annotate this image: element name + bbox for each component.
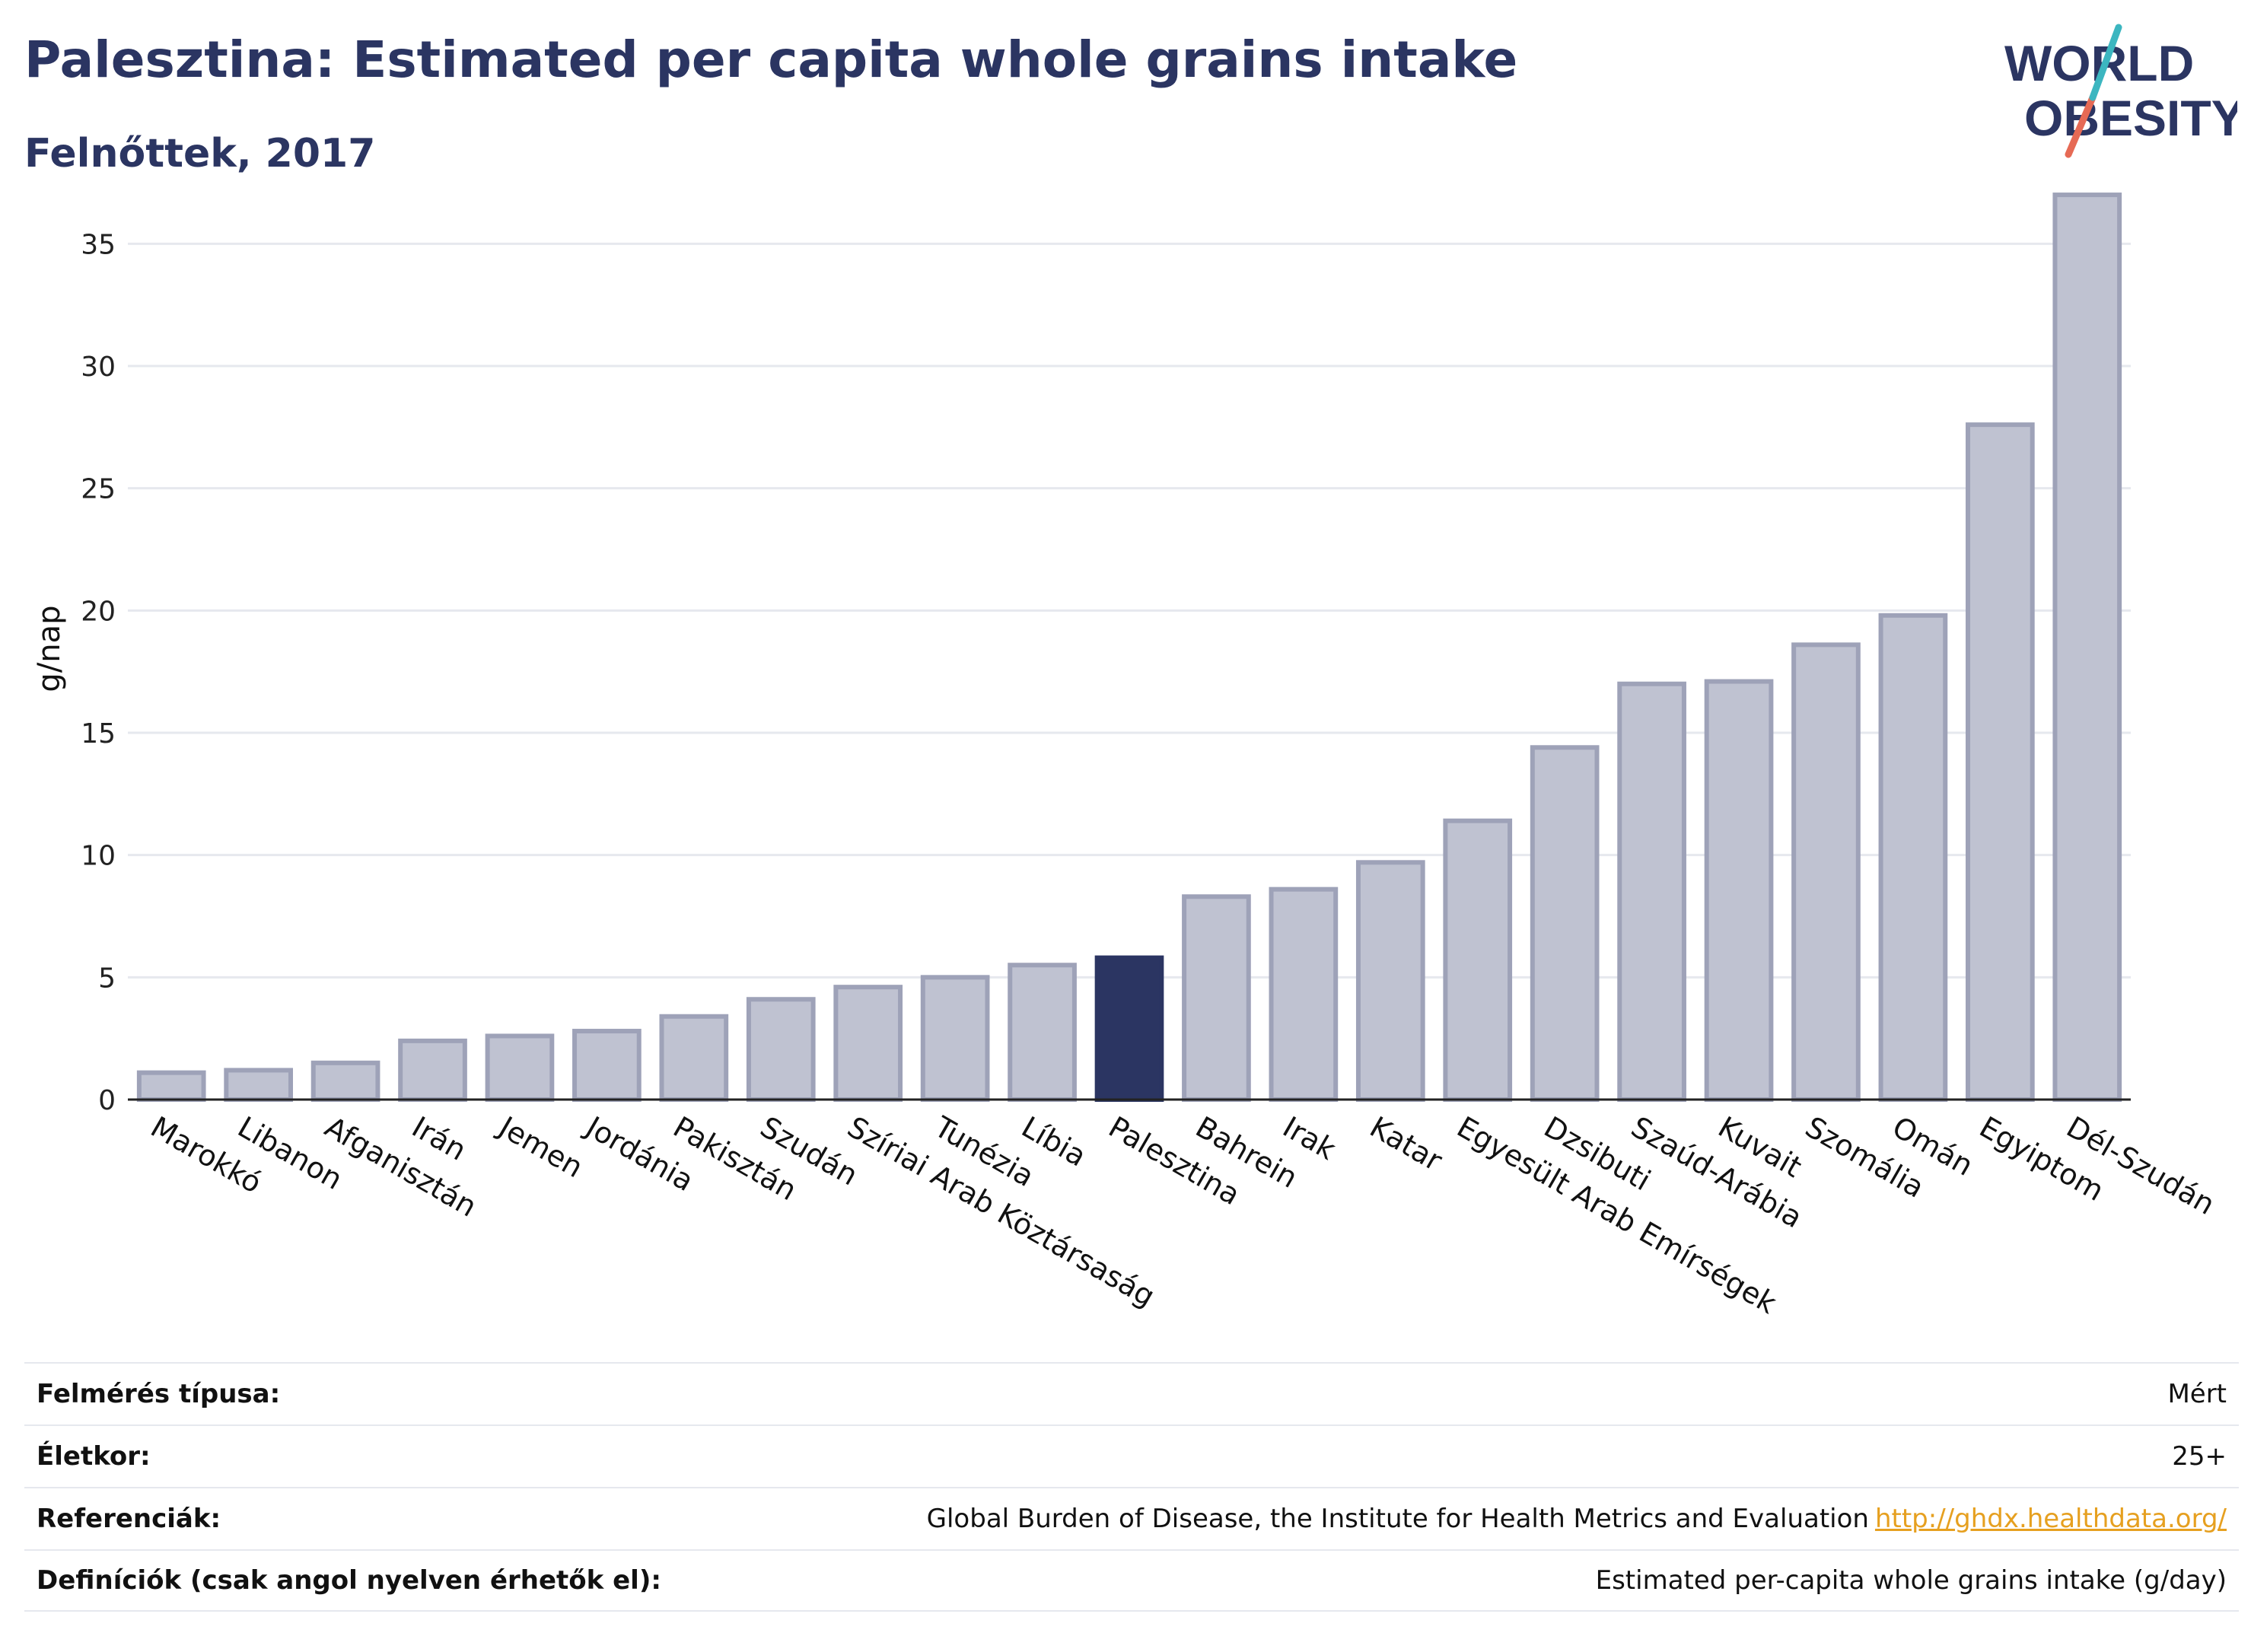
y-tick-label: 25 [81,474,116,505]
bar [1094,955,1164,1103]
bar [920,975,990,1103]
y-tick-label: 35 [81,229,116,260]
y-tick-label: 20 [81,596,116,627]
y-tick-label: 0 [98,1085,116,1116]
logo-graphic: WORLD OBESITY [2004,24,2245,158]
info-label: Referenciák: [37,1504,221,1534]
bar [398,1038,467,1103]
info-value: 25+ [2172,1441,2227,1472]
bar [1704,679,1774,1102]
logo-slash-teal [2089,24,2122,101]
info-label: Felmérés típusa: [37,1379,281,1409]
info-row-survey-type: Felmérés típusa: Mért [24,1362,2239,1424]
info-value: Estimated per-capita whole grains intake… [1595,1565,2227,1596]
y-tick-label: 30 [81,352,116,383]
chart-subtitle: Felnőttek, 2017 [24,131,376,177]
bar [485,1033,555,1103]
bar [310,1060,380,1103]
bar [833,985,903,1102]
chart-title: Palesztina: Estimated per capita whole g… [24,30,1518,89]
info-row-references: Referenciák: Global Burden of Disease, t… [24,1487,2239,1549]
bar [1791,642,1861,1102]
bar [1617,681,1686,1102]
bar [1530,745,1600,1103]
bar [136,1070,206,1102]
x-tick-label: Jemen [492,1109,589,1185]
x-tick-label: Katar [1364,1110,1448,1178]
info-row-age: Életkor: 25+ [24,1424,2239,1487]
y-tick-label: 10 [81,841,116,872]
bar [1182,894,1251,1102]
info-label: Definíciók (csak angol nyelven érhetők e… [37,1565,661,1596]
bar [572,1029,642,1102]
bar [2052,193,2122,1103]
info-label: Életkor: [37,1441,151,1472]
info-value-wrap: Global Burden of Disease, the Institute … [927,1504,2227,1534]
info-table: Felmérés típusa: Mért Életkor: 25+ Refer… [24,1362,2239,1612]
bars [136,193,2122,1103]
reference-link[interactable]: http://ghdx.healthdata.org/ [1874,1504,2227,1534]
bar [1966,422,2035,1102]
y-axis-ticks: 0 5 10 15 20 25 30 35 [81,229,116,1116]
info-value: Mért [2167,1379,2227,1409]
bar [1878,613,1948,1102]
bar [1008,963,1077,1103]
bar [1269,886,1339,1102]
bar [746,997,816,1102]
bar [1443,818,1513,1103]
info-value: Global Burden of Disease, the Institute … [926,1504,1869,1534]
bar [1355,860,1425,1102]
y-axis-label: g/nap [32,605,67,692]
logo-line2: OBESITY [2024,90,2237,146]
bar [659,1014,729,1103]
y-tick-label: 5 [98,963,116,994]
y-tick-label: 15 [81,718,116,750]
world-obesity-logo[interactable]: WORLD OBESITY [1994,21,2245,158]
bar-chart: 0 5 10 15 20 25 30 35 MarokkóLibanonAfganisztán… [32,193,2221,1320]
info-row-definitions: Definíciók (csak angol nyelven érhetők e… [24,1549,2239,1612]
logo-slash-coral [2065,94,2097,158]
bar [224,1068,293,1102]
